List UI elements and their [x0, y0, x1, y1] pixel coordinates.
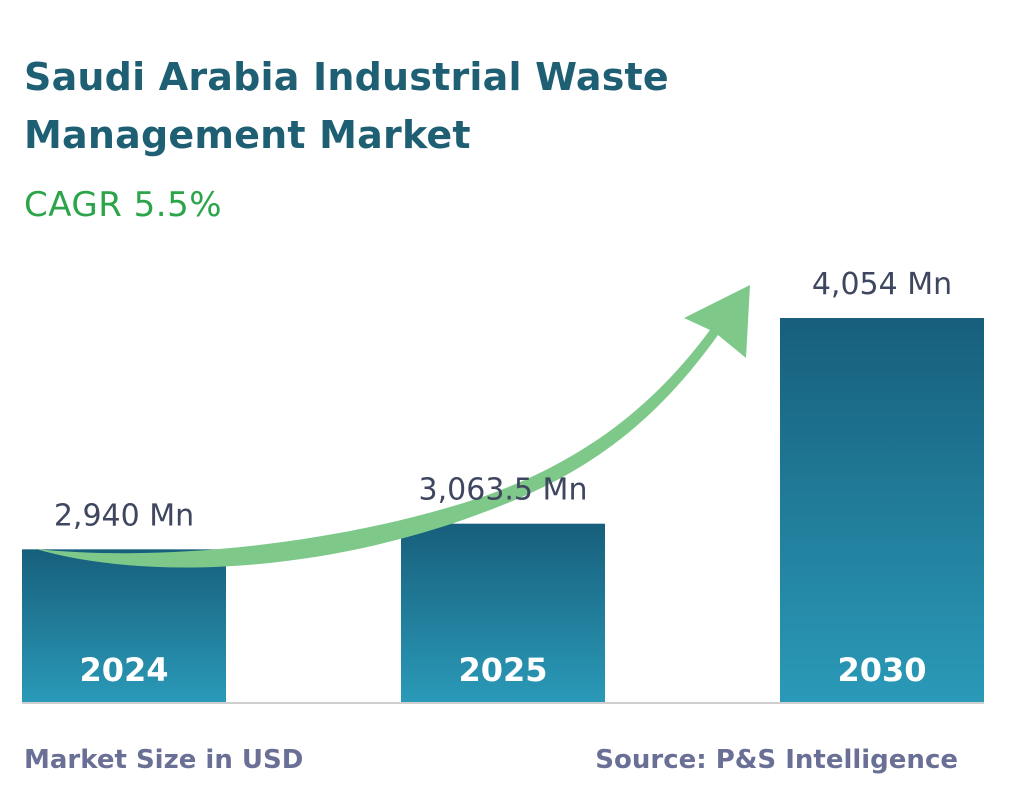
- category-label-2030: 2030: [837, 651, 926, 689]
- value-label-2024: 2,940 Mn: [54, 498, 194, 533]
- bar-2024: [22, 549, 226, 703]
- source-note: Source: P&S Intelligence: [595, 745, 958, 775]
- bar-2030: [780, 318, 984, 703]
- value-label-2025: 3,063.5 Mn: [419, 473, 588, 508]
- chart-title: Saudi Arabia Industrial Waste Management…: [24, 55, 669, 157]
- footer-note: Market Size in USD: [24, 745, 304, 775]
- bar-2025: [401, 523, 605, 703]
- value-label-2030: 4,054 Mn: [812, 267, 952, 302]
- category-label-2024: 2024: [79, 651, 168, 689]
- category-label-2025: 2025: [458, 651, 547, 689]
- cagr-label: CAGR 5.5%: [24, 185, 223, 225]
